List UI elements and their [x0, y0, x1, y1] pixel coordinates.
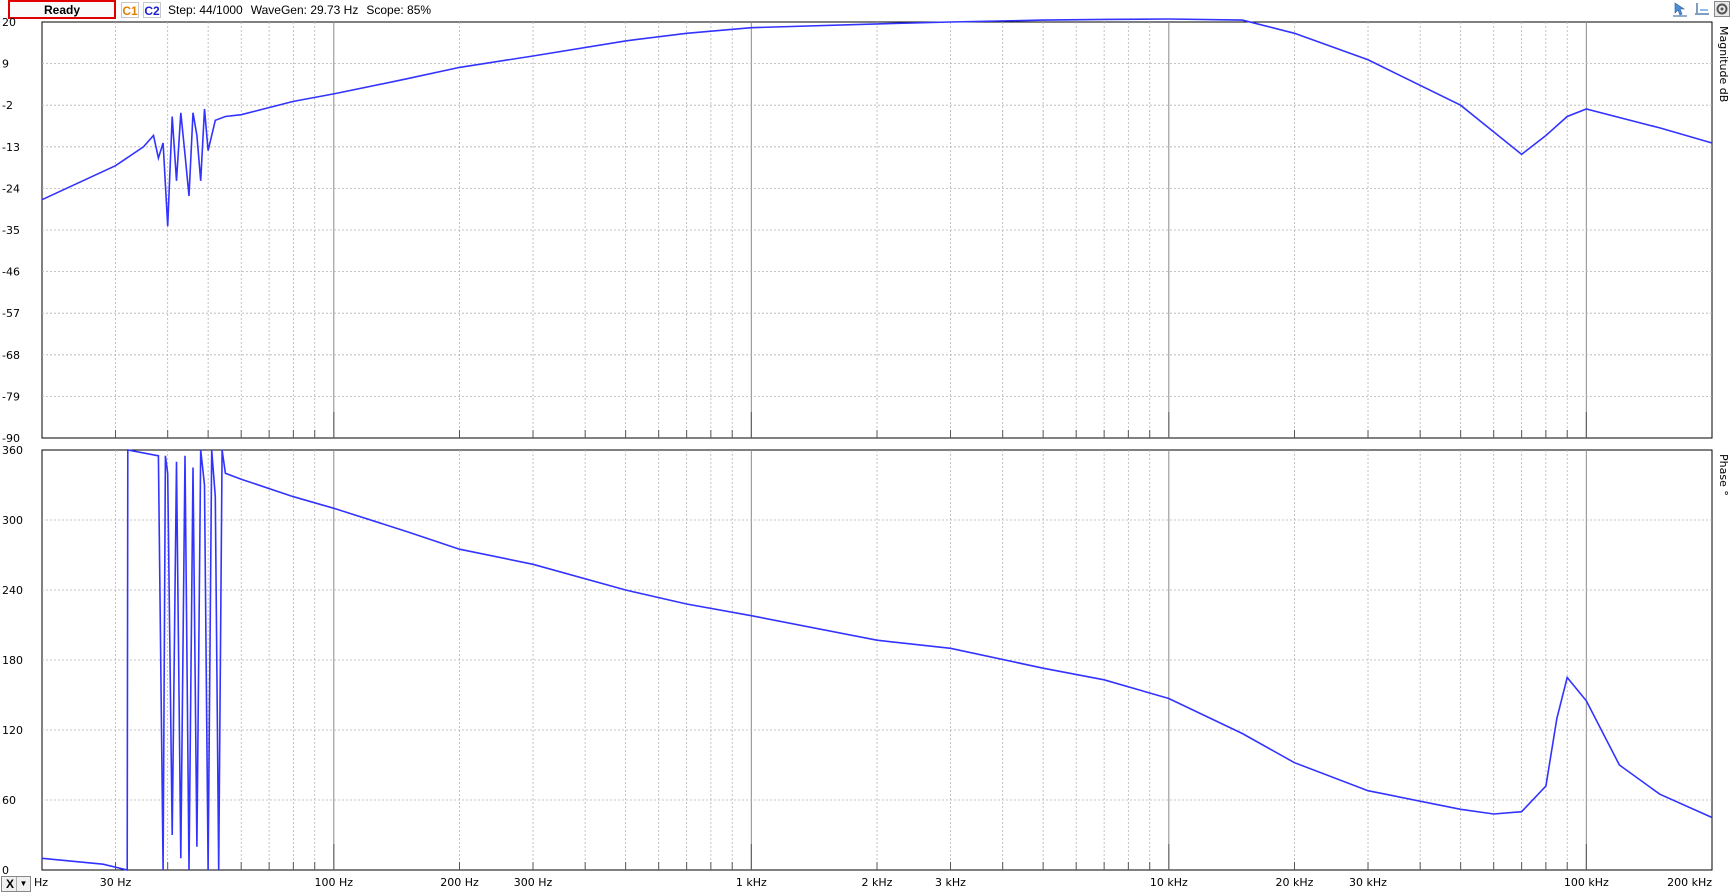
magnitude-panel: 20 9 -2 -13 -24 -35 -46 -57 -68 -79 -90 Magnitude d…	[2, 16, 1730, 445]
settings-icon[interactable]	[1714, 1, 1730, 17]
x-tick-label: 100 Hz	[315, 876, 354, 889]
magnitude-ytick-label: -90	[2, 432, 20, 445]
x-tick-label: 2 kHz	[862, 876, 893, 889]
wavegen-readout: WaveGen: 29.73 Hz	[250, 3, 359, 17]
status-indicator: Ready	[8, 0, 116, 19]
chevron-down-icon[interactable]: ▼	[16, 877, 30, 891]
channel-1-button[interactable]: C1	[121, 2, 139, 18]
phase-ytick-label: 0	[2, 864, 9, 877]
x-tick-label: 3 kHz	[935, 876, 966, 889]
magnitude-series-line	[41, 18, 1713, 227]
x-tick-label: 100 kHz	[1564, 876, 1609, 889]
magnitude-ytick-label: 20	[2, 16, 16, 29]
magnitude-axis-label: Magnitude dB	[1717, 26, 1730, 102]
magnitude-ytick-label: -35	[2, 224, 20, 237]
baseline-icon[interactable]	[1694, 1, 1710, 17]
phase-axis-label: Phase °	[1717, 454, 1730, 496]
x-tick-label: 300 Hz	[514, 876, 553, 889]
x-tick-label: 10 kHz	[1150, 876, 1188, 889]
scope-readout: Scope: 85%	[366, 3, 432, 17]
x-tick-label: 200 kHz	[1667, 876, 1712, 889]
acquisition-status: Step: 44/1000 WaveGen: 29.73 Hz Scope: 85%	[168, 3, 439, 17]
magnitude-ytick-label: -57	[2, 307, 20, 320]
magnitude-ytick-label: -68	[2, 349, 20, 362]
magnitude-ytick-label: 9	[2, 58, 9, 71]
phase-ytick-label: 360	[2, 444, 23, 457]
x-tick-label: 30 kHz	[1349, 876, 1387, 889]
channel-2-button[interactable]: C2	[143, 2, 161, 18]
x-tick-label: 200 Hz	[440, 876, 479, 889]
x-tick-label: 30 Hz	[100, 876, 132, 889]
phase-series-line	[41, 449, 1713, 872]
magnitude-ytick-label: -2	[2, 99, 13, 112]
x-tick-label: 20 kHz	[1276, 876, 1314, 889]
phase-panel: 360 300 240 180 120 60 0 Phase °	[2, 444, 1730, 877]
magnitude-ytick-label: -24	[2, 182, 20, 195]
phase-ytick-label: 60	[2, 794, 16, 807]
phase-ytick-label: 120	[2, 724, 23, 737]
x-axis-selector[interactable]: X ▼	[1, 876, 31, 892]
toolbar: Ready C1 C2 Step: 44/1000 WaveGen: 29.73 …	[0, 0, 1732, 21]
phase-ytick-label: 240	[2, 584, 23, 597]
x-tick-label: Hz	[34, 876, 48, 889]
x-tick-label: 1 kHz	[736, 876, 767, 889]
x-axis-selector-label: X	[6, 877, 15, 891]
magnitude-ytick-label: -79	[2, 390, 20, 403]
phase-ytick-label: 180	[2, 654, 23, 667]
magnitude-ytick-label: -46	[2, 266, 20, 279]
magnitude-ytick-label: -13	[2, 141, 20, 154]
step-readout: Step: 44/1000	[168, 3, 243, 17]
cursor-icon[interactable]	[1672, 1, 1688, 17]
phase-ytick-label: 300	[2, 514, 23, 527]
